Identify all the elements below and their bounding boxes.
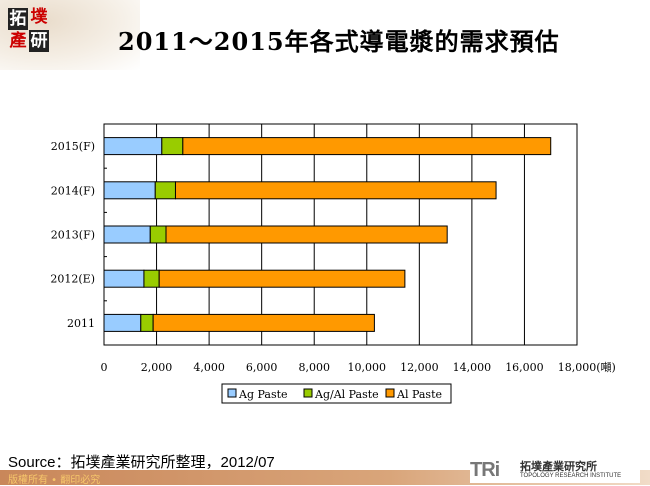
legend-label: Ag/Al Paste — [314, 388, 379, 401]
x-tick-label: 18,000 — [558, 361, 597, 374]
tri-name-en: TOPOLOGY RESEARCH INSTITUTE — [520, 473, 622, 479]
x-tick-label: 12,000 — [400, 361, 439, 374]
copyright-text: 版權所有 • 翻印必究 — [8, 475, 101, 486]
legend-swatch — [385, 388, 395, 398]
bar-ag-al-paste — [143, 269, 160, 288]
bar-al-paste — [182, 137, 552, 156]
tri-logo: TRi 拓墣產業研究所 TOPOLOGY RESEARCH INSTITUTE — [470, 457, 640, 483]
x-tick-label: 2,000 — [141, 361, 173, 374]
bar-ag-paste — [103, 181, 156, 200]
x-tick-label: 6,000 — [246, 361, 278, 374]
tri-name-cn: 拓墣產業研究所 — [520, 460, 597, 473]
legend-swatch — [303, 388, 313, 398]
source-note: Source：拓墣產業研究所整理，2012/07 — [8, 454, 275, 471]
bar-ag-paste — [103, 225, 151, 244]
x-tick-label: 14,000 — [453, 361, 492, 374]
bar-ag-paste — [103, 269, 145, 288]
x-unit-label: (噸) — [596, 360, 616, 374]
page-title: 2011～2015年各式導電漿的需求預估 — [118, 27, 560, 56]
y-tick-label: 2012(E) — [50, 273, 95, 286]
x-tick-label: 0 — [101, 361, 108, 374]
bar-ag-al-paste — [140, 313, 154, 332]
bar-al-paste — [165, 225, 448, 244]
bar-al-paste — [158, 269, 406, 288]
y-tick-label: 2011 — [67, 317, 95, 330]
bar-ag-al-paste — [161, 137, 184, 156]
x-tick-label: 8,000 — [298, 361, 330, 374]
bar-ag-paste — [103, 313, 142, 332]
bar-al-paste — [174, 181, 497, 200]
legend-swatch — [227, 388, 237, 398]
legend-label: Ag Paste — [238, 388, 288, 401]
bar-al-paste — [152, 313, 375, 332]
y-tick-label: 2014(F) — [51, 184, 95, 197]
bar-ag-al-paste — [154, 181, 176, 200]
tri-mark: TRi — [470, 459, 500, 481]
x-tick-label: 10,000 — [348, 361, 387, 374]
x-tick-label: 4,000 — [193, 361, 225, 374]
logo: 拓 墣 產 研 — [8, 7, 49, 52]
bar-ag-paste — [103, 137, 163, 156]
legend-label: Al Paste — [396, 388, 442, 401]
y-tick-label: 2013(F) — [51, 229, 95, 242]
bar-ag-al-paste — [149, 225, 167, 244]
bar-chart: 0 2,000 4,000 6,000 8,000 10,000 12,000 14,000 1… — [50, 123, 616, 404]
x-tick-label: 16,000 — [505, 361, 544, 374]
y-tick-label: 2015(F) — [51, 140, 95, 153]
